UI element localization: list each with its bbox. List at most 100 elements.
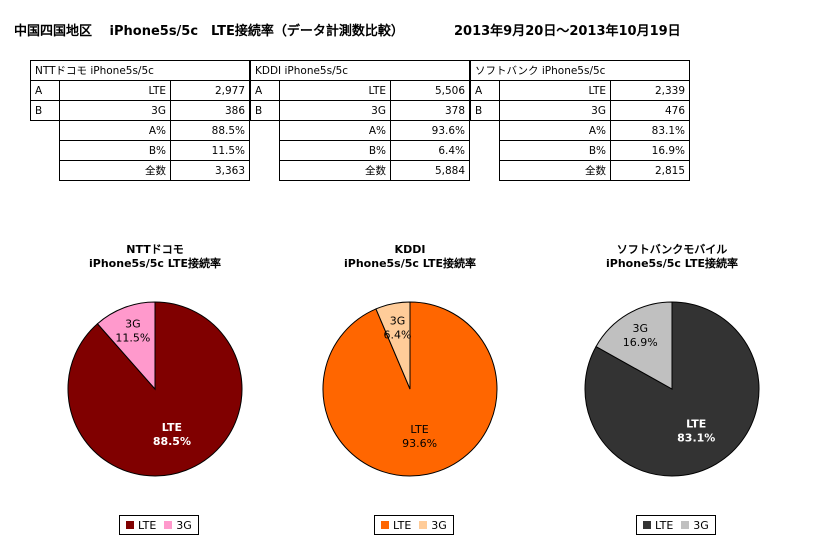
legend-swatch-lte — [126, 521, 134, 529]
slice-name-label: 3G — [633, 322, 649, 335]
table-header: KDDI iPhone5s/5c — [250, 60, 470, 81]
row-value: 16.9% — [610, 140, 690, 161]
legend-label: LTE — [393, 518, 412, 532]
row-value: 2,815 — [610, 160, 690, 181]
table-row: B 3G 378 — [250, 100, 470, 121]
slice-percent-label: 16.9% — [623, 336, 658, 349]
row-label: LTE — [499, 80, 611, 101]
legend-label: 3G — [693, 518, 709, 532]
chart-title-line: iPhone5s/5c LTE接続率 — [89, 257, 221, 270]
table-row: 全数 2,815 — [471, 160, 690, 181]
row-value: 83.1% — [610, 120, 690, 141]
table-row: A% 83.1% — [471, 120, 690, 141]
chart-legend: LTE 3G — [636, 515, 716, 535]
table-row: A LTE 2,339 — [470, 80, 690, 101]
table-header: NTTドコモ iPhone5s/5c — [30, 60, 250, 81]
legend-swatch-3g — [419, 521, 428, 529]
pie-slice-3g — [595, 301, 673, 390]
report-title: 中国四国地区 iPhone5s/5c LTE接続率（データ計測数比較） — [14, 24, 404, 39]
row-letter — [251, 121, 280, 141]
row-label: 3G — [499, 100, 611, 121]
table-row: A LTE 5,506 — [250, 80, 470, 101]
row-value: 2,339 — [610, 80, 690, 101]
row-letter — [31, 121, 60, 141]
row-label: LTE — [279, 80, 391, 101]
table-row: B% 11.5% — [31, 140, 250, 161]
table-row: B 3G 476 — [470, 100, 690, 121]
row-letter: A — [470, 80, 500, 101]
row-value: 11.5% — [170, 140, 250, 161]
row-label: A% — [59, 120, 171, 141]
row-value: 88.5% — [170, 120, 250, 141]
table-row: B% 16.9% — [471, 140, 690, 161]
legend-label: LTE — [655, 518, 674, 532]
report-header: 中国四国地区 iPhone5s/5c LTE接続率（データ計測数比較） 2013… — [14, 20, 681, 39]
legend-swatch-3g — [681, 521, 690, 529]
legend-label: LTE — [138, 518, 157, 532]
report-period: 2013年9月20日～2013年10月19日 — [454, 24, 681, 39]
slice-percent-label: 6.4% — [384, 329, 412, 342]
row-value: 93.6% — [390, 120, 470, 141]
row-letter: A — [30, 80, 60, 101]
row-label: A% — [279, 120, 391, 141]
slice-name-label: LTE — [686, 417, 706, 430]
slice-percent-label: 83.1% — [677, 431, 715, 444]
carrier-table: NTTドコモ iPhone5s/5c A LTE 2,977 B 3G 386 A% 88.5%… — [30, 60, 250, 181]
slice-name-label: 3G — [390, 315, 406, 328]
row-label: 3G — [59, 100, 171, 121]
row-label: 全数 — [279, 160, 391, 181]
table-row: 全数 3,363 — [31, 160, 250, 181]
row-letter — [251, 141, 280, 161]
row-value: 476 — [610, 100, 690, 121]
table-row: B 3G 386 — [30, 100, 250, 121]
row-label: 3G — [279, 100, 391, 121]
row-letter: B — [470, 100, 500, 121]
legend-swatch-lte — [643, 521, 651, 529]
row-letter — [251, 161, 280, 181]
table-row: 全数 5,884 — [251, 160, 470, 181]
row-label: B% — [499, 140, 611, 161]
row-label: 全数 — [59, 160, 171, 181]
carrier-table: ソフトバンク iPhone5s/5c A LTE 2,339 B 3G 476 A% 83.1%… — [470, 60, 690, 181]
slice-name-label: 3G — [125, 317, 141, 330]
legend-swatch-3g — [164, 521, 173, 529]
slice-name-label: LTE — [162, 421, 182, 434]
slice-percent-label: 93.6% — [402, 437, 437, 450]
row-label: B% — [279, 140, 391, 161]
legend-swatch-lte — [381, 521, 389, 529]
chart-title-line: KDDI — [394, 243, 426, 256]
row-value: 386 — [170, 100, 250, 121]
row-letter — [471, 141, 500, 161]
row-label: LTE — [59, 80, 171, 101]
legend-label: 3G — [176, 518, 192, 532]
table-row: A% 88.5% — [31, 120, 250, 141]
carrier-table: KDDI iPhone5s/5c A LTE 5,506 B 3G 378 A% 93.6% B%… — [250, 60, 470, 181]
chart-title-line: iPhone5s/5c LTE接続率 — [606, 257, 738, 270]
chart-title-line: iPhone5s/5c LTE接続率 — [344, 257, 476, 270]
table-row: B% 6.4% — [251, 140, 470, 161]
slice-name-label: LTE — [410, 423, 428, 436]
chart-title-line: ソフトバンクモバイル — [616, 243, 728, 256]
pie-slice-3g — [96, 301, 156, 391]
legend-label: 3G — [431, 518, 447, 532]
table-header: ソフトバンク iPhone5s/5c — [470, 60, 690, 81]
row-label: 全数 — [499, 160, 611, 181]
row-letter: B — [30, 100, 60, 121]
pie-slice-lte — [584, 301, 760, 477]
slice-percent-label: 88.5% — [153, 435, 191, 448]
row-letter — [31, 161, 60, 181]
row-value: 378 — [390, 100, 470, 121]
row-label: A% — [499, 120, 611, 141]
row-value: 6.4% — [390, 140, 470, 161]
chart-title: ソフトバンクモバイル iPhone5s/5c LTE接続率 — [572, 243, 772, 271]
slice-percent-label: 11.5% — [115, 331, 150, 344]
row-letter — [471, 121, 500, 141]
row-label: B% — [59, 140, 171, 161]
row-letter: A — [250, 80, 280, 101]
row-value: 5,884 — [390, 160, 470, 181]
row-letter: B — [250, 100, 280, 121]
row-value: 2,977 — [170, 80, 250, 101]
